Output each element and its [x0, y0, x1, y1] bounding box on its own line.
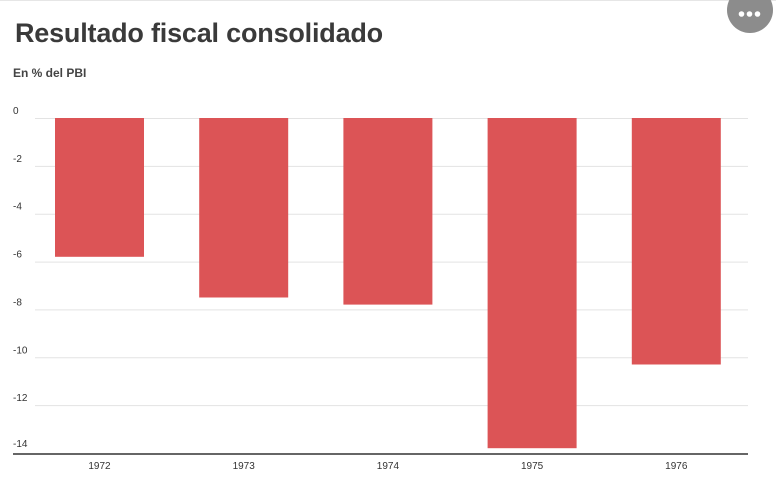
- y-tick-label: -12: [13, 393, 28, 404]
- x-tick-label: 1976: [665, 461, 688, 472]
- y-tick-label: -14: [13, 439, 28, 450]
- x-tick-label: 1973: [233, 461, 256, 472]
- bar: [199, 118, 289, 298]
- chart-title: Resultado fiscal consolidado: [15, 18, 383, 48]
- y-tick-label: -6: [13, 250, 22, 261]
- y-tick-label: -2: [13, 154, 22, 165]
- bar: [343, 118, 433, 305]
- bar: [487, 118, 577, 449]
- y-tick-label: 0: [13, 106, 19, 117]
- y-tick-label: -4: [13, 202, 22, 213]
- more-options-button[interactable]: [727, 0, 773, 33]
- bar: [631, 118, 721, 365]
- top-divider: [0, 0, 776, 1]
- x-tick-label: 1974: [377, 461, 400, 472]
- chart-subtitle: En % del PBI: [13, 66, 87, 80]
- x-tick-label: 1972: [88, 461, 111, 472]
- bar: [55, 118, 144, 257]
- more-horizontal-icon: [738, 11, 761, 17]
- y-tick-label: -10: [13, 345, 28, 356]
- x-tick-label: 1975: [521, 461, 544, 472]
- y-tick-label: -8: [13, 297, 22, 308]
